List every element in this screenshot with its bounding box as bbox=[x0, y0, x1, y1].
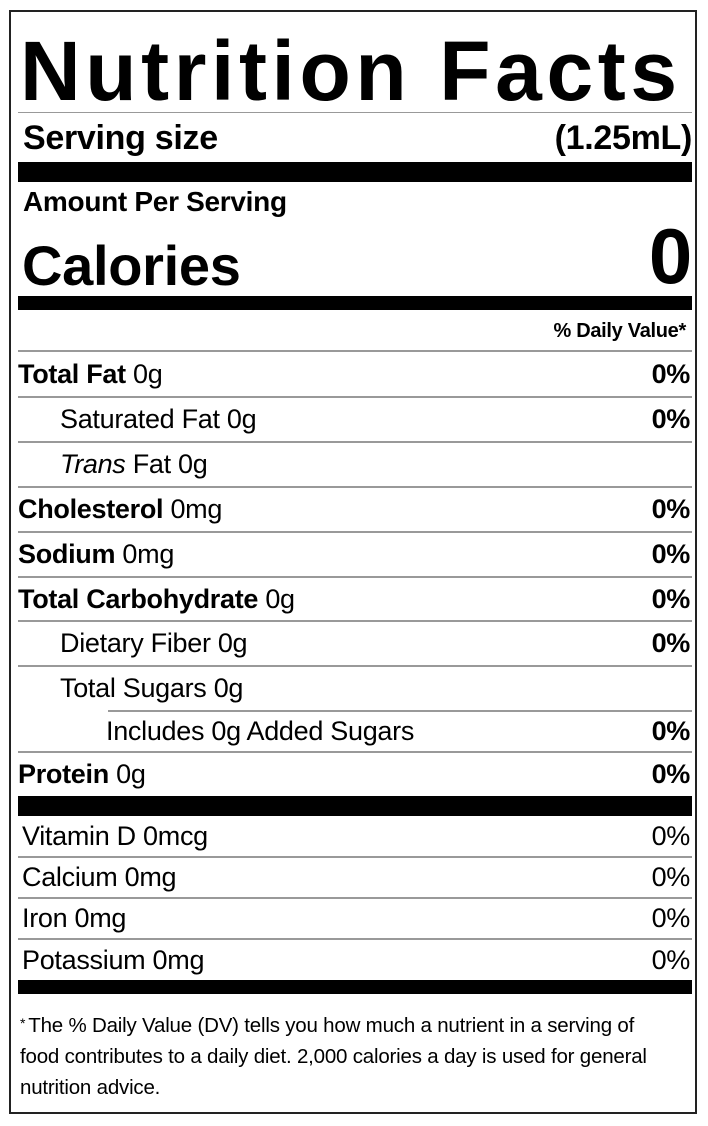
nutrient-amount: 0g bbox=[178, 449, 208, 479]
nutrient-dv: 0% bbox=[651, 539, 691, 569]
thick-divider bbox=[18, 796, 692, 816]
vitamin-row-iron: Iron 0mg 0% bbox=[18, 899, 692, 938]
nutrient-row-trans-fat: Trans Fat 0g bbox=[18, 443, 692, 486]
vitamin-name: Calcium 0mg bbox=[22, 862, 177, 892]
nutrient-amount: 0g bbox=[217, 628, 248, 658]
nutrient-row-total-sugars: Total Sugars 0g bbox=[18, 667, 692, 710]
nutrient-name: Total Fat bbox=[18, 358, 126, 389]
nutrient-name: Includes 0g Added Sugars bbox=[106, 716, 415, 746]
vitamin-name: Iron 0mg bbox=[22, 903, 127, 933]
divider bbox=[18, 751, 692, 753]
nutrition-facts-label: Nutrition Facts Serving size (1.25mL) Am… bbox=[9, 10, 697, 1114]
nutrient-dv: 0% bbox=[651, 628, 691, 658]
nutrient-dv: 0% bbox=[651, 358, 691, 389]
nutrient-name: Saturated Fat bbox=[60, 404, 220, 434]
calories-value: 0 bbox=[648, 211, 692, 300]
nutrient-row-protein: Protein 0g 0% bbox=[18, 753, 692, 795]
vitamin-row-vitamin-d: Vitamin D 0mcg 0% bbox=[18, 816, 692, 856]
footnote-marker: * bbox=[20, 1015, 26, 1031]
nutrient-name: Protein bbox=[18, 758, 109, 789]
footnote-text: The % Daily Value (DV) tells you how muc… bbox=[20, 1014, 647, 1099]
footnote: * The % Daily Value (DV) tells you how mu… bbox=[20, 1008, 672, 1103]
nutrient-name-suffix: Fat bbox=[132, 449, 171, 479]
nutrient-row-sodium: Sodium 0mg 0% bbox=[18, 533, 692, 576]
nutrient-name: Dietary Fiber bbox=[60, 628, 211, 658]
divider bbox=[18, 938, 692, 940]
nutrient-row-added-sugars: Includes 0g Added Sugars 0% bbox=[18, 712, 692, 751]
nutrient-name: Trans bbox=[60, 449, 126, 479]
calories-label: Calories bbox=[22, 233, 241, 297]
nutrient-amount: 0mg bbox=[170, 494, 223, 524]
divider bbox=[18, 396, 692, 398]
thick-divider bbox=[18, 162, 692, 182]
nutrient-name: Total Carbohydrate bbox=[18, 584, 259, 614]
serving-size-label: Serving size bbox=[23, 118, 218, 157]
divider bbox=[18, 486, 692, 488]
nutrient-row-total-fat: Total Fat 0g 0% bbox=[18, 352, 692, 396]
nutrient-name: Cholesterol bbox=[18, 494, 164, 524]
divider bbox=[18, 350, 692, 352]
vitamin-name: Potassium 0mg bbox=[22, 944, 205, 975]
vitamin-dv: 0% bbox=[651, 820, 691, 851]
divider bbox=[18, 897, 692, 899]
nutrient-name: Sodium bbox=[18, 539, 116, 569]
thick-divider bbox=[18, 980, 692, 994]
label-title: Nutrition Facts bbox=[20, 24, 682, 118]
nutrient-amount: 0g bbox=[133, 358, 163, 389]
nutrient-amount: 0g bbox=[116, 758, 146, 789]
vitamin-dv: 0% bbox=[651, 862, 691, 892]
nutrient-amount: 0mg bbox=[122, 539, 175, 569]
nutrient-dv: 0% bbox=[651, 494, 691, 524]
vitamin-row-calcium: Calcium 0mg 0% bbox=[18, 858, 692, 897]
vitamin-row-potassium: Potassium 0mg 0% bbox=[18, 940, 692, 980]
serving-size-row: Serving size (1.25mL) bbox=[18, 116, 692, 160]
daily-value-header-text: % Daily Value* bbox=[553, 319, 686, 342]
nutrient-row-saturated-fat: Saturated Fat 0g 0% bbox=[18, 398, 692, 441]
nutrient-dv: 0% bbox=[651, 584, 691, 614]
divider bbox=[18, 576, 692, 578]
divider bbox=[18, 665, 692, 667]
calories-row: Calories 0 bbox=[18, 212, 692, 300]
nutrient-name: Total Sugars bbox=[60, 673, 207, 703]
nutrient-dv: 0% bbox=[651, 716, 691, 746]
amount-per-serving-label: Amount Per Serving bbox=[23, 186, 287, 217]
divider bbox=[18, 856, 692, 858]
vitamin-dv: 0% bbox=[651, 903, 691, 933]
nutrient-amount: 0g bbox=[265, 584, 295, 614]
divider bbox=[18, 112, 692, 113]
vitamin-name: Vitamin D 0mcg bbox=[22, 820, 208, 851]
divider bbox=[108, 710, 692, 712]
nutrient-dv: 0% bbox=[651, 758, 691, 789]
nutrient-amount: 0g bbox=[226, 404, 257, 434]
amount-per-serving: Amount Per Serving bbox=[18, 186, 692, 218]
nutrient-row-total-carbohydrate: Total Carbohydrate 0g 0% bbox=[18, 578, 692, 621]
nutrient-row-cholesterol: Cholesterol 0mg 0% bbox=[18, 488, 692, 531]
divider bbox=[18, 441, 692, 443]
nutrient-row-dietary-fiber: Dietary Fiber 0g 0% bbox=[18, 622, 692, 665]
daily-value-header: % Daily Value* bbox=[18, 315, 692, 347]
divider bbox=[18, 620, 692, 622]
nutrient-dv: 0% bbox=[651, 404, 691, 434]
nutrient-amount: 0g bbox=[213, 673, 244, 703]
thick-divider bbox=[18, 296, 692, 310]
serving-size-value: (1.25mL) bbox=[554, 118, 693, 157]
vitamin-dv: 0% bbox=[651, 944, 691, 975]
divider bbox=[18, 531, 692, 533]
